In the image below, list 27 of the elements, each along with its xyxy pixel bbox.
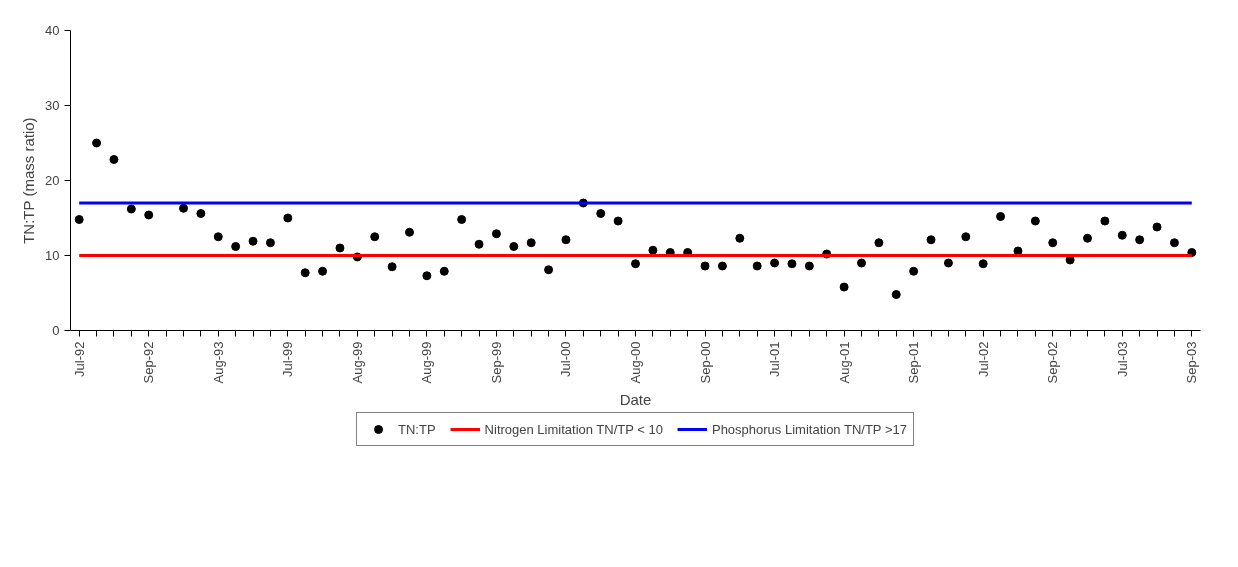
x-tick-label: Aug-99	[419, 341, 435, 384]
x-tick-label: Jul-03	[1114, 341, 1130, 377]
y-tick-label: 20	[45, 173, 60, 188]
y-tick-label: 10	[45, 248, 60, 263]
x-tick-label: Sep-03	[1184, 341, 1200, 384]
x-tick-label: Aug-01	[836, 341, 852, 384]
x-tick-label: Sep-02	[1045, 341, 1061, 384]
x-tick-label: Jul-00	[558, 341, 574, 377]
x-tick-label: Jul-99	[280, 341, 296, 377]
y-axis-title: TN:TP (mass ratio)	[20, 117, 38, 244]
x-tick-label: Aug-93	[210, 341, 226, 384]
x-tick-label: Aug-99	[349, 341, 365, 384]
legend-label: Phosphorus Limitation TN/TP >17	[711, 421, 907, 437]
x-tick-label: Sep-99	[488, 341, 504, 384]
x-tick-label: Jul-01	[767, 341, 783, 377]
legend-label: Nitrogen Limitation TN/TP < 10	[484, 421, 663, 437]
y-tick-label: 30	[45, 98, 60, 113]
y-tick-label: 0	[52, 323, 60, 338]
x-tick-label: Sep-92	[141, 341, 157, 384]
x-tick-label: Jul-02	[975, 341, 991, 377]
x-tick-label: Sep-01	[906, 341, 922, 384]
legend-label: TN:TP	[398, 421, 436, 437]
x-tick-label: Sep-00	[697, 341, 713, 384]
x-tick-label: Jul-92	[71, 341, 87, 377]
y-tick-label: 40	[45, 23, 60, 38]
x-axis-title: Date	[619, 391, 652, 409]
x-tick-label: Aug-00	[628, 341, 643, 384]
